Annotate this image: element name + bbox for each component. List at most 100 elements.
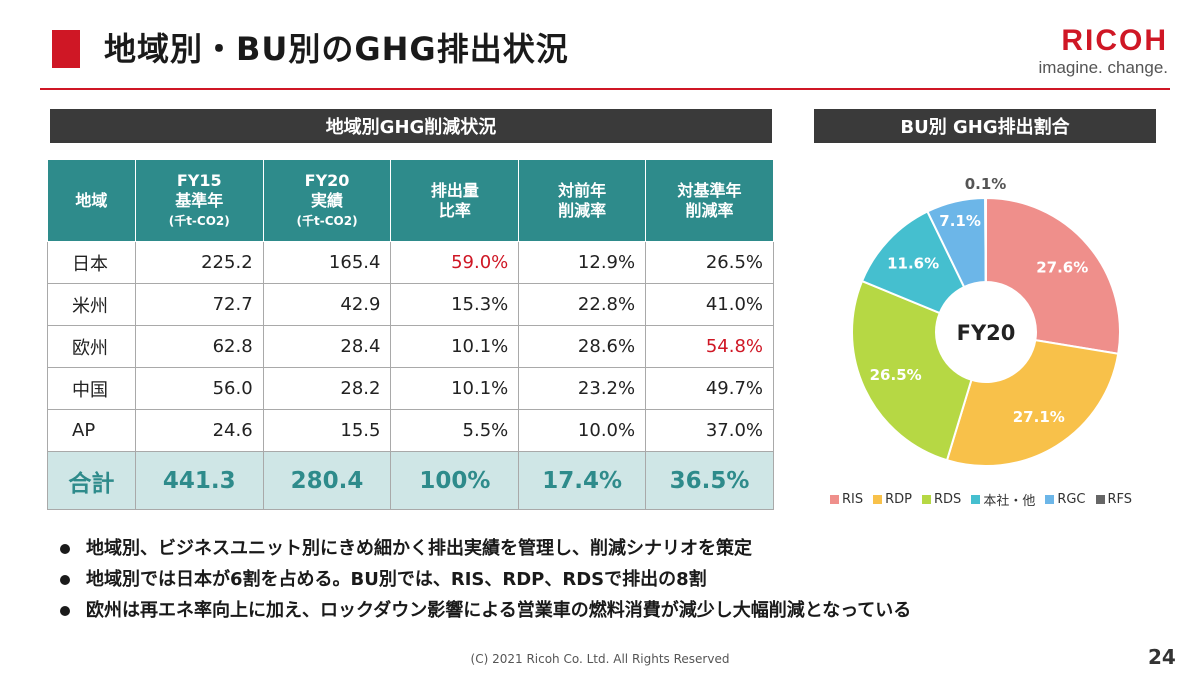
value-cell: 72.7 — [134, 283, 264, 326]
copyright-text: (C) 2021 Ricoh Co. Ltd. All Rights Reser… — [470, 652, 730, 666]
column-header-line: 実績 — [311, 190, 344, 210]
value-cell: 15.3% — [390, 283, 520, 326]
value-cell: 26.5% — [645, 241, 774, 284]
value-cell: 62.8 — [134, 325, 264, 368]
donut-center-label: FY20 — [957, 321, 1016, 345]
table-row: AP 24.6 15.5 5.5% 10.0% 37.0% — [47, 409, 774, 452]
value-cell: 10.1% — [390, 325, 520, 368]
total-row: 合計 441.3 280.4 100% 17.4% 36.5% — [47, 451, 774, 510]
donut-slice — [945, 338, 1120, 467]
column-header: 対基準年 削減率 — [645, 159, 774, 242]
column-header-line: 地域 — [75, 190, 108, 210]
bullet-text: 地域別、ビジネスユニット別にきめ細かく排出実績を管理し、削減シナリオを策定 — [86, 538, 752, 559]
slice-label: 11.6% — [887, 255, 939, 273]
column-header: 排出量 比率 — [390, 159, 520, 242]
column-header: 対前年 削減率 — [518, 159, 647, 242]
bullet-dot-icon — [60, 574, 70, 585]
legend-item: RDP — [873, 490, 912, 509]
region-cell: 中国 — [47, 367, 136, 410]
logo-tagline: imagine. change. — [1038, 58, 1168, 77]
column-header-line: 削減率 — [558, 200, 607, 220]
slice-label: 27.6% — [1036, 258, 1088, 276]
region-cell: 日本 — [47, 241, 136, 284]
total-value-cell: 280.4 — [262, 451, 392, 510]
bullet-text: 地域別では日本が6割を占める。BU別では、RIS、RDP、RDSで排出の8割 — [86, 569, 707, 590]
column-unit: (千t-CO2) — [168, 213, 230, 228]
value-cell: 42.9 — [262, 283, 392, 326]
value-cell: 15.5 — [262, 409, 392, 452]
column-header: FY15 基準年 (千t-CO2) — [134, 159, 264, 242]
column-header-line: 対前年 — [558, 180, 607, 200]
value-cell: 22.8% — [518, 283, 647, 326]
region-ghg-table: 地域 FY15 基準年 (千t-CO2) FY20 実績 (千t-CO2) 排出量 比率 対前年削… — [47, 159, 774, 510]
column-header: FY20 実績 (千t-CO2) — [262, 159, 392, 242]
bullet-dot-icon — [60, 605, 70, 616]
value-cell: 12.9% — [518, 241, 647, 284]
legend-swatch — [1095, 495, 1105, 504]
legend-label: 本社・他 — [983, 494, 1036, 509]
value-cell: 5.5% — [390, 409, 520, 452]
donut-slice — [984, 196, 987, 284]
region-cell: 欧州 — [47, 325, 136, 368]
total-value-cell: 100% — [390, 451, 520, 510]
value-cell: 37.0% — [645, 409, 774, 452]
bullet-dot-icon — [60, 543, 70, 554]
total-value-cell: 441.3 — [134, 451, 264, 510]
slice-label: 7.1% — [939, 212, 981, 230]
total-value-cell: 17.4% — [518, 451, 647, 510]
bullet-item: 地域別では日本が6割を占める。BU別では、RIS、RDP、RDSで排出の8割 — [60, 564, 1160, 595]
value-cell: 56.0 — [134, 367, 264, 410]
column-header-line: 対基準年 — [677, 180, 742, 200]
table-row: 中国 56.0 28.2 10.1% 23.2% 49.7% — [47, 367, 774, 410]
legend-item: RFS — [1095, 490, 1133, 509]
table-row: 日本 225.2 165.4 59.0% 12.9% 26.5% — [47, 241, 774, 284]
column-header-line: 削減率 — [685, 200, 734, 220]
legend-label: RGC — [1057, 492, 1086, 507]
page-number: 24 — [1148, 645, 1176, 669]
value-cell: 41.0% — [645, 283, 774, 326]
column-unit: (千t-CO2) — [296, 213, 358, 228]
chart-legend: RIS RDP RDS 本社・他 RGC RFS — [830, 490, 1160, 509]
bullet-text: 欧州は再エネ率向上に加え、ロックダウン影響による営業車の燃料消費が減少し大幅削減… — [86, 600, 912, 621]
value-cell: 28.6% — [518, 325, 647, 368]
total-label-cell: 合計 — [47, 451, 136, 510]
legend-swatch — [830, 495, 839, 504]
value-cell: 24.6 — [134, 409, 264, 452]
legend-swatch — [1045, 495, 1055, 504]
table-header-row: 地域 FY15 基準年 (千t-CO2) FY20 実績 (千t-CO2) 排出量 比率 対前年削… — [47, 159, 774, 242]
value-cell: 28.4 — [262, 325, 392, 368]
column-header-line: 基準年 — [175, 190, 224, 210]
value-cell: 10.1% — [390, 367, 520, 410]
legend-item: RGC — [1045, 490, 1086, 509]
donut-slice — [985, 196, 1121, 355]
legend-item: RIS — [830, 490, 863, 509]
bu-section-heading: BU別 GHG排出割合 — [814, 109, 1156, 143]
page-title: 地域別・BU別のGHG排出状況 — [104, 30, 569, 68]
bullet-item: 地域別、ビジネスユニット別にきめ細かく排出実績を管理し、削減シナリオを策定 — [60, 533, 1160, 564]
bullet-item: 欧州は再エネ率向上に加え、ロックダウン影響による営業車の燃料消費が減少し大幅削減… — [60, 595, 1160, 626]
value-cell: 23.2% — [518, 367, 647, 410]
column-header-line: FY20 — [304, 170, 350, 190]
title-divider — [40, 88, 1170, 90]
value-cell: 10.0% — [518, 409, 647, 452]
legend-swatch — [873, 495, 883, 504]
legend-label: RIS — [842, 492, 864, 507]
summary-bullets: 地域別、ビジネスユニット別にきめ細かく排出実績を管理し、削減シナリオを策定 地域別… — [60, 533, 1160, 626]
value-cell: 49.7% — [645, 367, 774, 410]
column-header: 地域 — [47, 159, 136, 242]
logo-wordmark: RICOH — [1061, 24, 1168, 57]
slice-label: 26.5% — [870, 366, 922, 384]
slice-label: 27.1% — [1013, 408, 1065, 426]
donut-slice — [851, 279, 973, 462]
bu-donut-chart: 27.6% 27.1% 26.5% 11.6% 7.1% 0.1% FY20 — [830, 160, 1170, 480]
legend-item: RDS — [922, 490, 961, 509]
region-cell: 米州 — [47, 283, 136, 326]
ricoh-logo: RICOH imagine. change. — [1018, 26, 1168, 78]
value-cell: 225.2 — [134, 241, 264, 284]
column-header-line: 比率 — [438, 200, 471, 220]
legend-label: RFS — [1107, 492, 1133, 507]
column-header-line: 排出量 — [430, 180, 479, 200]
title-accent-square — [52, 30, 80, 68]
legend-swatch — [971, 495, 981, 504]
value-cell: 165.4 — [262, 241, 392, 284]
